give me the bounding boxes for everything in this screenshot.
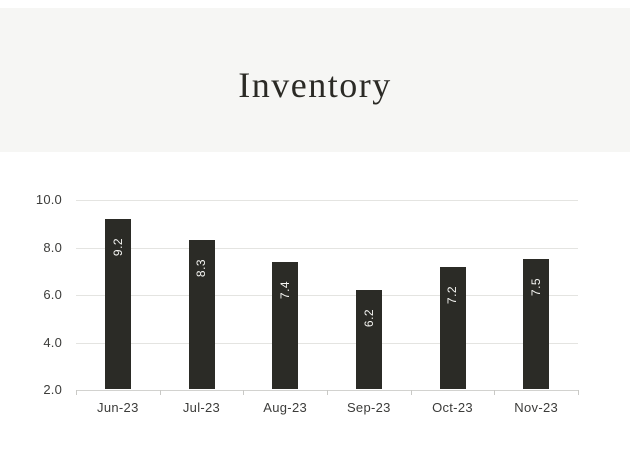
bar-value-wrap: 7.5 — [523, 269, 549, 305]
axis-tick — [578, 390, 579, 395]
bar[interactable]: 7.5 — [523, 259, 550, 389]
bar-value-label: 9.2 — [110, 237, 125, 257]
axis-tick — [76, 390, 77, 395]
bar-value-wrap: 7.2 — [440, 277, 466, 313]
y-axis-label: 4.0 — [43, 334, 62, 350]
bar-value-label: 7.4 — [278, 280, 293, 299]
x-axis-label: Jul-23 — [182, 400, 221, 415]
bar[interactable]: 7.4 — [272, 261, 299, 389]
axis-tick — [243, 390, 245, 395]
bar-value-wrap: 7.4 — [272, 272, 298, 308]
axis-tick — [327, 390, 328, 395]
axis-tick — [410, 390, 412, 395]
axis-tick — [159, 390, 161, 395]
x-axis-label: Nov-23 — [514, 400, 559, 415]
gridline — [76, 247, 578, 249]
bar[interactable]: 6.2 — [355, 290, 382, 389]
chart-title: Inventory — [238, 65, 392, 105]
y-axis-label: 8.0 — [43, 239, 62, 255]
gridline — [76, 200, 578, 201]
bar-value-label: 7.5 — [529, 278, 544, 297]
y-axis-label: 10.0 — [35, 192, 62, 207]
bar-chart: 10.0 8.0 6.0 4.0 2.0 9.2 Jun-23 8.3 Jul-23 7.4 Aug… — [0, 152, 630, 455]
bar[interactable]: 9.2 — [104, 219, 131, 389]
y-axis-label: 6.0 — [43, 287, 62, 302]
bar-value-label: 7.2 — [445, 285, 460, 304]
x-axis-label: Oct-23 — [432, 400, 473, 415]
bar-value-label: 8.3 — [194, 259, 209, 278]
x-axis-label: Sep-23 — [346, 400, 391, 415]
x-axis-label: Aug-23 — [263, 400, 308, 415]
gridline — [76, 295, 578, 296]
axis-tick — [494, 390, 496, 395]
bar[interactable]: 7.2 — [439, 266, 466, 389]
bar-value-wrap: 9.2 — [105, 229, 131, 265]
gridline — [76, 342, 578, 344]
chart-header: Inventory — [0, 8, 630, 152]
bar[interactable]: 8.3 — [188, 240, 215, 389]
x-axis-label: Jun-23 — [97, 400, 139, 415]
bar-value-wrap: 6.2 — [356, 300, 382, 336]
bar-value-wrap: 8.3 — [189, 250, 215, 286]
bar-value-label: 6.2 — [361, 309, 376, 328]
y-axis-label: 2.0 — [43, 382, 62, 397]
